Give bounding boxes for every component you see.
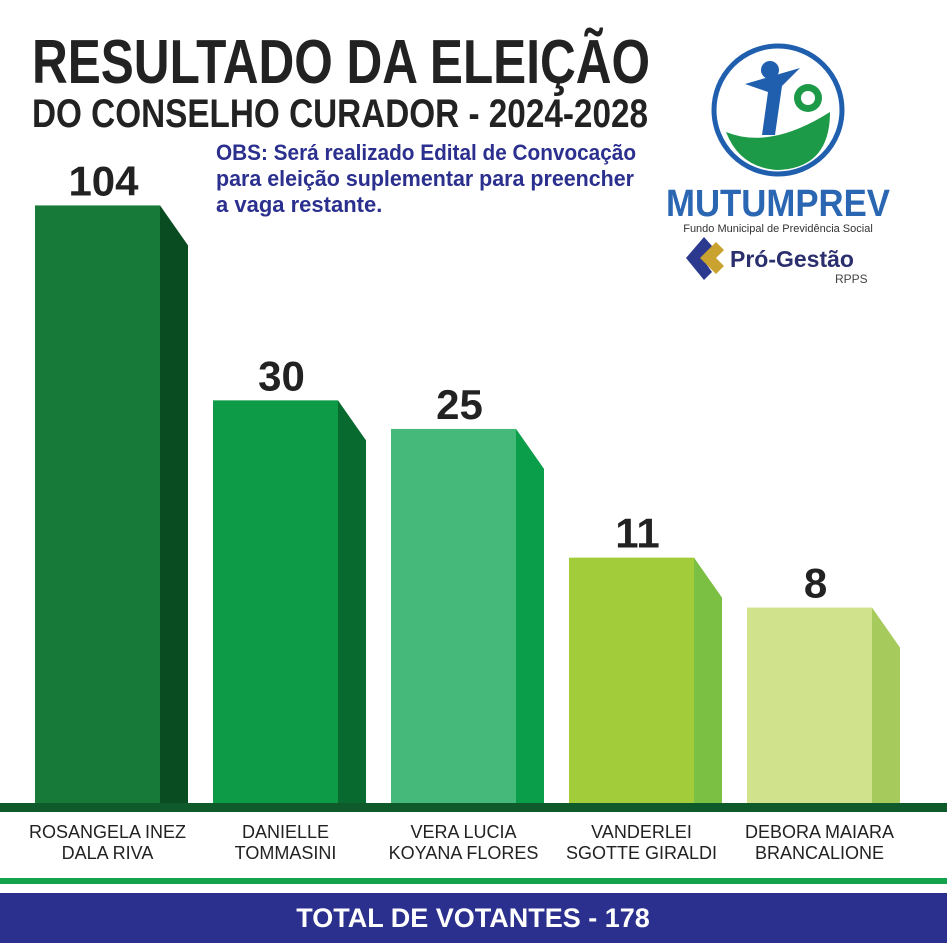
bar-side bbox=[516, 428, 544, 803]
bar-side bbox=[694, 557, 722, 803]
logo-shape bbox=[700, 242, 724, 274]
logo-shape bbox=[726, 112, 830, 170]
x-tick-label: BRANCALIONE bbox=[755, 843, 884, 863]
logo-shape bbox=[745, 68, 800, 135]
bar-side bbox=[338, 400, 366, 803]
value-label: 11 bbox=[615, 510, 659, 557]
logo-shape bbox=[686, 237, 712, 280]
x-tick-label: VERA LUCIA bbox=[410, 822, 516, 842]
logo-name: MUTUMPREV bbox=[666, 183, 891, 225]
x-tick-label: DANIELLE bbox=[242, 822, 329, 842]
value-label: 8 bbox=[804, 560, 827, 607]
value-label: 25 bbox=[436, 381, 483, 428]
footer-band bbox=[0, 893, 947, 943]
x-tick-label: VANDERLEI bbox=[591, 822, 692, 842]
logo-shape bbox=[801, 91, 815, 105]
logo: MUTUMPREV Fundo Municipal de Previdência… bbox=[666, 43, 891, 286]
logo-tagline: Fundo Municipal de Previdência Social bbox=[683, 223, 873, 235]
value-label: 30 bbox=[258, 352, 305, 399]
bar bbox=[569, 557, 694, 803]
note-line: a vaga restante. bbox=[216, 192, 382, 217]
bar bbox=[35, 205, 160, 803]
logo-partner-sub: RPPS bbox=[835, 272, 868, 286]
logo-ring bbox=[711, 43, 845, 177]
x-tick-label: KOYANA FLORES bbox=[389, 843, 539, 863]
bar bbox=[747, 607, 872, 803]
note-line: OBS: Será realizado Edital de Convocação bbox=[216, 140, 636, 165]
x-tick-label: DEBORA MAIARA bbox=[745, 822, 894, 842]
x-tick-label: DALA RIVA bbox=[62, 843, 154, 863]
footer-text: TOTAL DE VOTANTES - 178 bbox=[296, 903, 650, 933]
chart-title: RESULTADO DA ELEIÇÃO bbox=[32, 28, 650, 97]
logo-shape bbox=[761, 61, 779, 79]
value-label: 104 bbox=[68, 157, 139, 204]
bar bbox=[213, 400, 338, 803]
bar bbox=[391, 428, 516, 803]
note-line: para eleição suplementar para preencher bbox=[216, 166, 634, 191]
bar-side bbox=[872, 607, 900, 803]
x-tick-label: ROSANGELA INEZ bbox=[29, 822, 186, 842]
stripe bbox=[0, 878, 947, 884]
chart-subtitle: DO CONSELHO CURADOR - 2024-2028 bbox=[32, 92, 648, 136]
x-tick-label: SGOTTE GIRALDI bbox=[566, 843, 717, 863]
bar-side bbox=[160, 205, 188, 803]
x-tick-label: TOMMASINI bbox=[235, 843, 337, 863]
baseline bbox=[0, 803, 947, 812]
logo-partner: Pró-Gestão bbox=[730, 246, 854, 272]
